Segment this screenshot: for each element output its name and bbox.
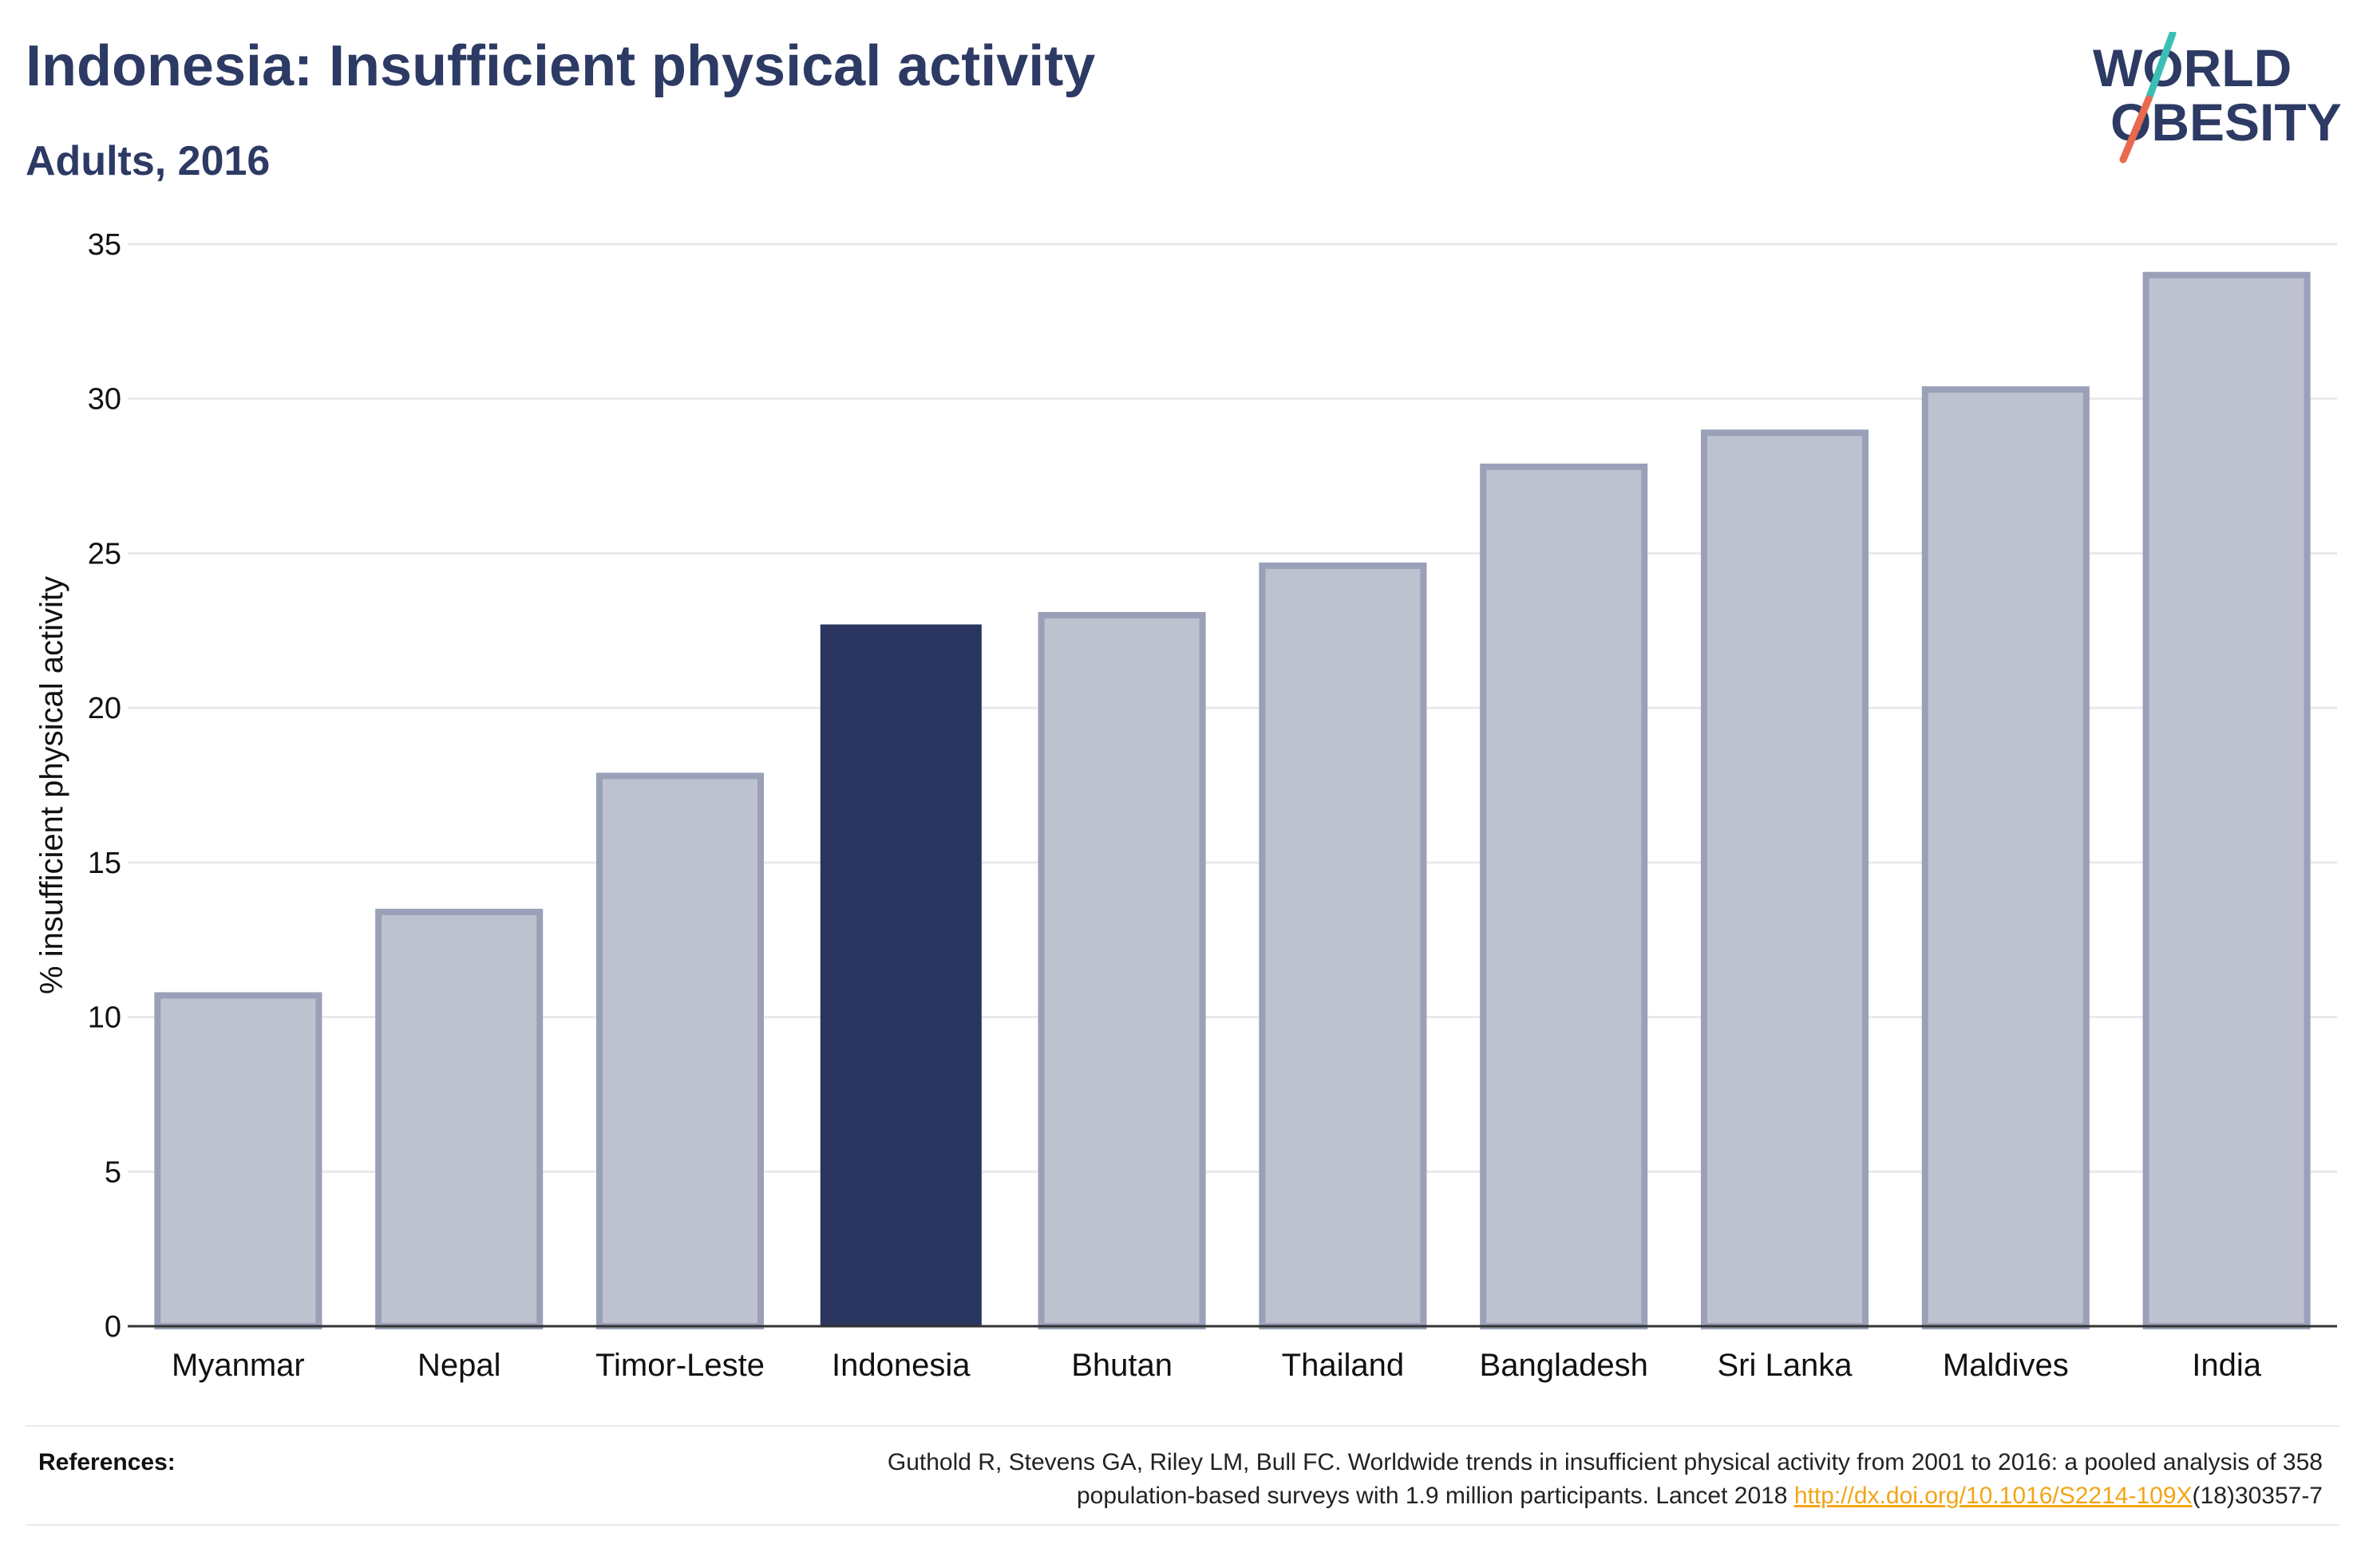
bars bbox=[154, 271, 2311, 1330]
x-tick-label: India bbox=[2192, 1348, 2261, 1383]
x-tick-label: Sri Lanka bbox=[1718, 1348, 1853, 1383]
y-tick-label: 20 bbox=[88, 692, 121, 725]
references-bottom-divider bbox=[26, 1524, 2340, 1526]
logo-word-world: WORLD bbox=[2093, 38, 2292, 97]
y-tick-label: 30 bbox=[88, 383, 121, 417]
chart-title: Indonesia: Insufficient physical activit… bbox=[26, 34, 1096, 98]
bar-maldives bbox=[1921, 386, 2090, 1329]
world-obesity-logo: WORLD OBESITY bbox=[2083, 30, 2347, 168]
bar-sri-lanka bbox=[1700, 429, 1869, 1329]
y-tick-label: 25 bbox=[88, 537, 121, 571]
x-tick-label: Maldives bbox=[1943, 1348, 2069, 1383]
reference-doi-link[interactable]: http://dx.doi.org/10.1016/S2214-109X bbox=[1793, 1483, 2193, 1509]
chart-subtitle: Adults, 2016 bbox=[26, 138, 271, 184]
y-tick-labels: 0 5 10 15 20 25 30 35 bbox=[88, 228, 121, 1344]
x-tick-label: Nepal bbox=[417, 1348, 501, 1383]
bar-bhutan bbox=[1038, 611, 1206, 1329]
bar-chart: 0 5 10 15 20 25 30 35 Myanmar Nepal Timor-Leste In… bbox=[34, 228, 2337, 1383]
y-tick-label: 5 bbox=[105, 1155, 121, 1189]
logo-slash-bottom bbox=[2119, 95, 2153, 164]
bar-thailand bbox=[1259, 562, 1427, 1329]
x-tick-label: Thailand bbox=[1282, 1348, 1404, 1383]
reference-line-1: Guthold R, Stevens GA, Riley LM, Bull FC… bbox=[887, 1449, 2323, 1475]
bar-timor-leste bbox=[595, 772, 765, 1329]
y-tick-label: 10 bbox=[88, 1001, 121, 1035]
y-tick-label: 15 bbox=[88, 847, 121, 880]
bar-india bbox=[2142, 271, 2311, 1330]
bar-myanmar bbox=[154, 992, 322, 1329]
x-tick-label: Indonesia bbox=[832, 1348, 971, 1383]
bar-bangladesh bbox=[1480, 463, 1648, 1329]
x-tick-label: Myanmar bbox=[172, 1348, 305, 1383]
reference-line-2-suffix: (18)30357-7 bbox=[2192, 1483, 2323, 1509]
x-tick-label: Bhutan bbox=[1071, 1348, 1173, 1383]
y-tick-label: 35 bbox=[88, 228, 121, 262]
x-tick-labels: Myanmar Nepal Timor-Leste Indonesia Bhutan Th… bbox=[172, 1348, 2262, 1383]
x-tick-label: Timor-Leste bbox=[595, 1348, 765, 1383]
y-tick-label: 0 bbox=[105, 1310, 121, 1344]
references-top-divider bbox=[26, 1425, 2340, 1427]
references-label: References: bbox=[38, 1449, 176, 1475]
x-tick-label: Bangladesh bbox=[1480, 1348, 1648, 1383]
logo-slash-top bbox=[2145, 30, 2177, 103]
y-axis-label: % insufficient physical activity bbox=[34, 576, 69, 994]
references-text: Guthold R, Stevens GA, Riley LM, Bull FC… bbox=[567, 1446, 2323, 1513]
bar-nepal bbox=[375, 908, 544, 1329]
reference-line-2-prefix: population-based surveys with 1.9 millio… bbox=[1076, 1483, 1794, 1509]
bar-indonesia bbox=[820, 624, 982, 1326]
